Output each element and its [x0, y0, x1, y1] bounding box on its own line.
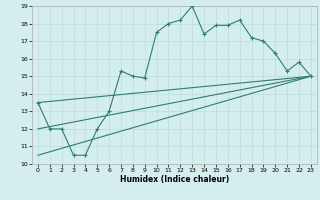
X-axis label: Humidex (Indice chaleur): Humidex (Indice chaleur) [120, 175, 229, 184]
